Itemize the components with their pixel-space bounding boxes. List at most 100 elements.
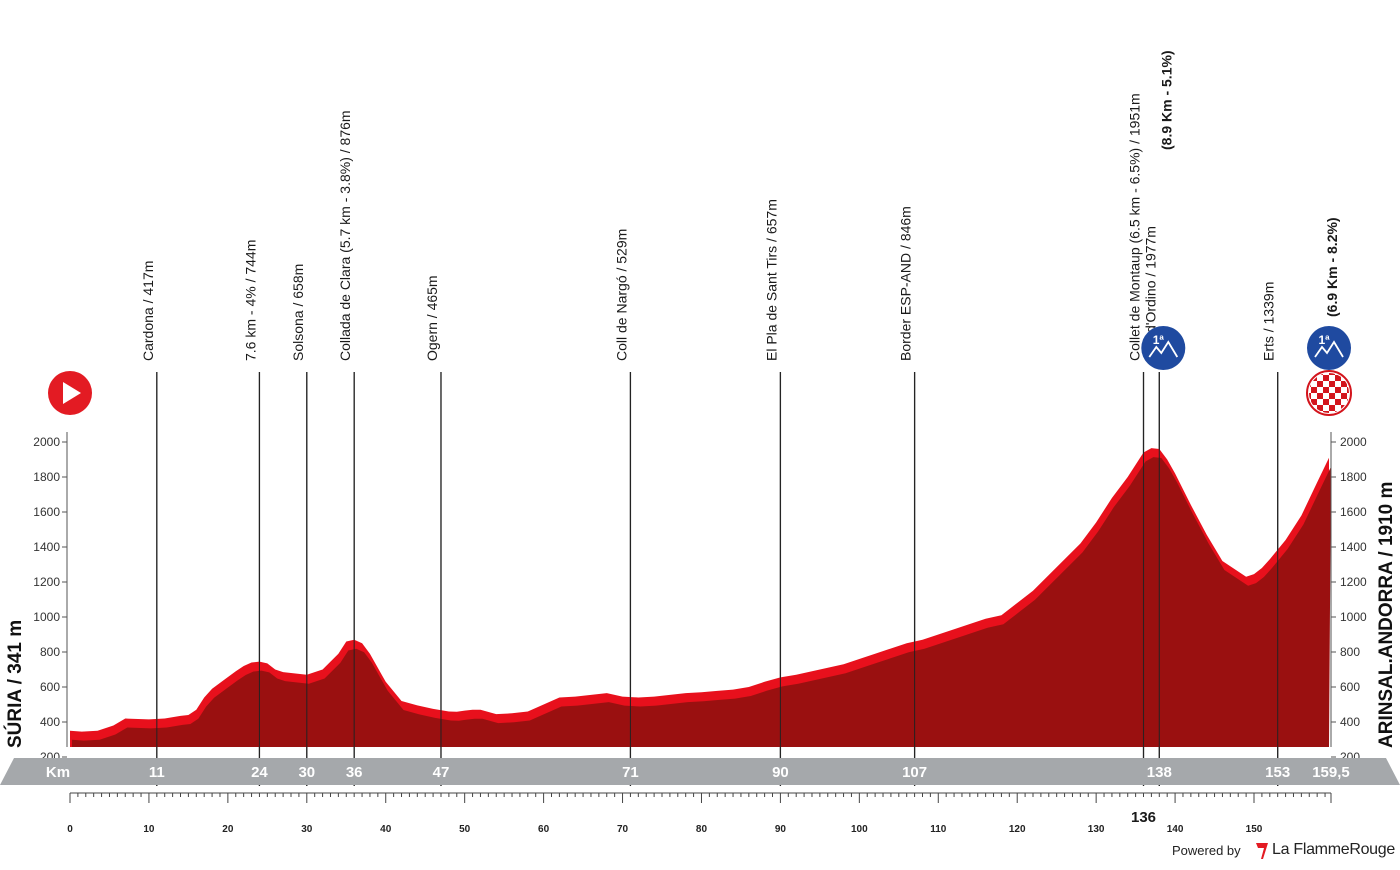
y-tick-label: 400 xyxy=(40,715,60,729)
profile-area xyxy=(72,457,1331,747)
km-bar-label: 36 xyxy=(346,764,363,781)
finish-check xyxy=(1341,381,1347,387)
x-tick-label: 150 xyxy=(1246,824,1263,835)
finish-check xyxy=(1347,387,1349,393)
finish-check xyxy=(1323,387,1329,393)
km-bar-label: 30 xyxy=(298,764,315,781)
x-tick-label: 140 xyxy=(1167,824,1184,835)
km-bar-label: 24 xyxy=(251,764,268,781)
waypoint-label: Solsona / 658m xyxy=(290,264,306,361)
x-tick-label: 0 xyxy=(67,824,73,835)
waypoint-lines-over xyxy=(156,372,1279,786)
finish-check xyxy=(1311,387,1317,393)
y-tick-label: 800 xyxy=(1340,645,1360,659)
waypoint-label: Ogern / 465m xyxy=(424,275,440,361)
waypoint-label: Border ESP-AND / 846m xyxy=(898,206,914,361)
y-tick-label: 1000 xyxy=(1340,610,1367,624)
x-tick-label: 60 xyxy=(538,824,550,835)
y-tick-label: 600 xyxy=(40,680,60,694)
finish-check xyxy=(1311,399,1317,405)
x-axis: 0 10 20 30 40 50 60 70 80 90 100 110 120 130 140 150 xyxy=(67,792,1332,835)
waypoint-label: Cardona / 417m xyxy=(140,261,156,361)
finish-check xyxy=(1335,387,1341,393)
climb-info-label: (6.9 Km - 8.2%) xyxy=(1324,217,1340,317)
start-marker-triangle xyxy=(63,382,81,404)
y-tick-label: 1800 xyxy=(1340,470,1367,484)
finish-checks xyxy=(1309,373,1349,413)
km-bar-label: 90 xyxy=(772,764,789,781)
climb-badge-circle xyxy=(1141,326,1186,370)
waypoint-label: Coll de Nargó / 529m xyxy=(613,229,629,361)
finish-check xyxy=(1329,381,1335,387)
y-tick-label: 1000 xyxy=(33,610,60,624)
finish-check xyxy=(1317,381,1323,387)
km-bar-label: 159,5 xyxy=(1312,764,1350,781)
finish-check xyxy=(1341,393,1347,399)
x-tick-label: 10 xyxy=(143,824,155,835)
play-triangle-icon xyxy=(48,371,92,415)
x-tick-label: 80 xyxy=(696,824,708,835)
climb-badge-circle xyxy=(1307,326,1351,370)
y-tick-label: 1800 xyxy=(33,470,60,484)
mountain-category-icon: 1ª xyxy=(1141,326,1186,370)
climb-badge-mountain xyxy=(1314,340,1344,358)
x-tick-label: 20 xyxy=(222,824,234,835)
y-tick-label: 600 xyxy=(1340,680,1360,694)
finish-check xyxy=(1323,399,1329,405)
y-tick-label: 2000 xyxy=(33,435,60,449)
powered-by-text: Powered by xyxy=(1172,843,1241,858)
km-bar-label: 11 xyxy=(149,764,165,781)
km-bar-label: 153 xyxy=(1265,764,1290,781)
km-bar: Km 11 24 30 36 47 71 90 107 138 153 159,5 136 xyxy=(0,758,1400,826)
markers: 1ª 1ª xyxy=(48,326,1352,416)
y-tick-label: 400 xyxy=(1340,715,1360,729)
x-tick-label: 100 xyxy=(851,824,868,835)
x-tick-label: 130 xyxy=(1088,824,1105,835)
finish-check xyxy=(1309,373,1311,375)
waypoint-label: El Pla de Sant Tirs / 657m xyxy=(763,199,779,361)
finish-check xyxy=(1329,405,1335,411)
finish-check xyxy=(1329,393,1335,399)
waypoint-label: Collada de Clara (5.7 km - 3.8%) / 876m xyxy=(337,110,353,361)
x-tick-label: 70 xyxy=(617,824,629,835)
km-below-label: 136 xyxy=(1131,809,1156,826)
climb-category-label: 1ª xyxy=(1153,333,1165,347)
km-bar-label: 71 xyxy=(622,764,639,781)
waypoint-label: 7.6 km - 4% / 744m xyxy=(242,240,258,361)
elevation-profile xyxy=(70,372,1331,786)
finish-check xyxy=(1309,393,1311,399)
mountain-category-icon: 1ª xyxy=(1307,326,1351,370)
y-tick-label: 2000 xyxy=(1340,435,1367,449)
y-tick-label: 1400 xyxy=(1340,540,1367,554)
km-bar-title: Km xyxy=(46,764,70,781)
checkered-flag-icon xyxy=(1306,370,1352,416)
start-label: SÚRIA / 341 m xyxy=(4,620,26,748)
km-band xyxy=(0,758,1400,785)
x-tick-label: 120 xyxy=(1009,824,1026,835)
climb-info-label: (8.9 Km - 5.1%) xyxy=(1158,50,1174,150)
finish-label: ARINSAL.ANDORRA / 1910 m xyxy=(1376,482,1397,748)
finish-check xyxy=(1335,399,1341,405)
km-bar-label: 138 xyxy=(1147,764,1172,781)
y-tick-label: 1200 xyxy=(1340,575,1367,589)
finish-check xyxy=(1317,393,1323,399)
flame-logo-icon xyxy=(1256,843,1268,859)
finish-check xyxy=(1347,411,1349,413)
x-tick-label: 30 xyxy=(301,824,313,835)
y-tick-label: 1200 xyxy=(33,575,60,589)
km-bar-label: 47 xyxy=(433,764,450,781)
finish-check xyxy=(1323,411,1329,413)
climb-badge-mountain xyxy=(1148,340,1179,358)
end-labels: SÚRIA / 341 m ARINSAL.ANDORRA / 1910 m xyxy=(4,482,1397,748)
x-tick-label: 50 xyxy=(459,824,471,835)
km-bar-label: 107 xyxy=(902,764,927,781)
finish-check xyxy=(1317,405,1323,411)
waypoint-label: Erts / 1339m xyxy=(1261,282,1277,361)
y-tick-label: 800 xyxy=(40,645,60,659)
waypoint-label: Coll d'Ordino / 1977m xyxy=(1142,226,1158,361)
finish-check xyxy=(1335,375,1341,381)
climb-category-label: 1ª xyxy=(1318,333,1330,347)
